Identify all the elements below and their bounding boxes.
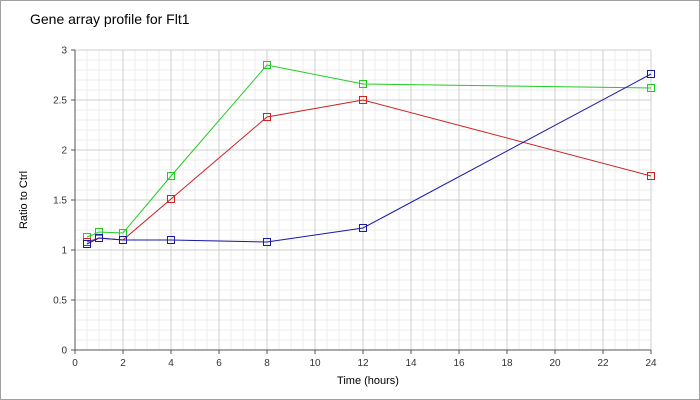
- series-layer: [83, 61, 655, 248]
- series-0: [83, 61, 655, 241]
- data-point-marker: [83, 240, 91, 248]
- x-tick-label: 18: [501, 358, 513, 369]
- x-tick-label: 24: [645, 358, 657, 369]
- x-tick-label: 14: [405, 358, 417, 369]
- data-point-marker: [119, 236, 127, 244]
- major-grid: [74, 49, 652, 351]
- data-point-marker: [263, 238, 271, 246]
- series-line: [86, 73, 652, 245]
- x-tick-labels: 0 2 4 6 8 10 12 14 16 18 20 22 24: [72, 358, 657, 369]
- y-tick-label: 1: [61, 246, 67, 257]
- x-tick-label: 20: [549, 358, 561, 369]
- x-tick-label: 22: [597, 358, 609, 369]
- series-line: [86, 99, 652, 243]
- y-tick-labels: 0 0.5 1 1.5 2 2.5 3: [53, 46, 67, 357]
- x-tick-label: 10: [309, 358, 321, 369]
- x-tick-label: 4: [168, 358, 174, 369]
- data-point-marker: [647, 172, 655, 180]
- data-point-marker: [647, 84, 655, 92]
- y-tick-label: 0.5: [53, 296, 67, 307]
- data-point-marker: [359, 96, 367, 104]
- y-tick-label: 0: [61, 346, 67, 357]
- x-axis-title: Time (hours): [337, 375, 399, 387]
- x-tick-label: 12: [357, 358, 369, 369]
- data-point-marker: [167, 236, 175, 244]
- x-tick-label: 16: [453, 358, 465, 369]
- data-point-marker: [263, 61, 271, 69]
- data-point-marker: [263, 113, 271, 121]
- y-tick-label: 2: [61, 146, 67, 157]
- axes: [71, 49, 652, 354]
- y-axis-title: Ratio to Ctrl: [18, 171, 30, 229]
- data-point-marker: [95, 234, 103, 242]
- data-point-marker: [359, 224, 367, 232]
- data-point-marker: [359, 80, 367, 88]
- y-tick-label: 2.5: [53, 96, 67, 107]
- x-tick-label: 0: [72, 358, 78, 369]
- x-tick-label: 6: [216, 358, 222, 369]
- chart-title: Gene array profile for Flt1: [30, 11, 190, 27]
- data-point-marker: [167, 195, 175, 203]
- data-point-marker: [167, 172, 175, 180]
- series-line: [86, 64, 652, 238]
- series-2: [83, 70, 655, 248]
- data-point-marker: [95, 228, 103, 236]
- x-tick-label: 8: [264, 358, 270, 369]
- y-tick-label: 3: [61, 46, 67, 57]
- data-point-marker: [647, 70, 655, 78]
- series-1: [83, 96, 655, 246]
- x-tick-label: 2: [120, 358, 126, 369]
- y-tick-label: 1.5: [53, 196, 67, 207]
